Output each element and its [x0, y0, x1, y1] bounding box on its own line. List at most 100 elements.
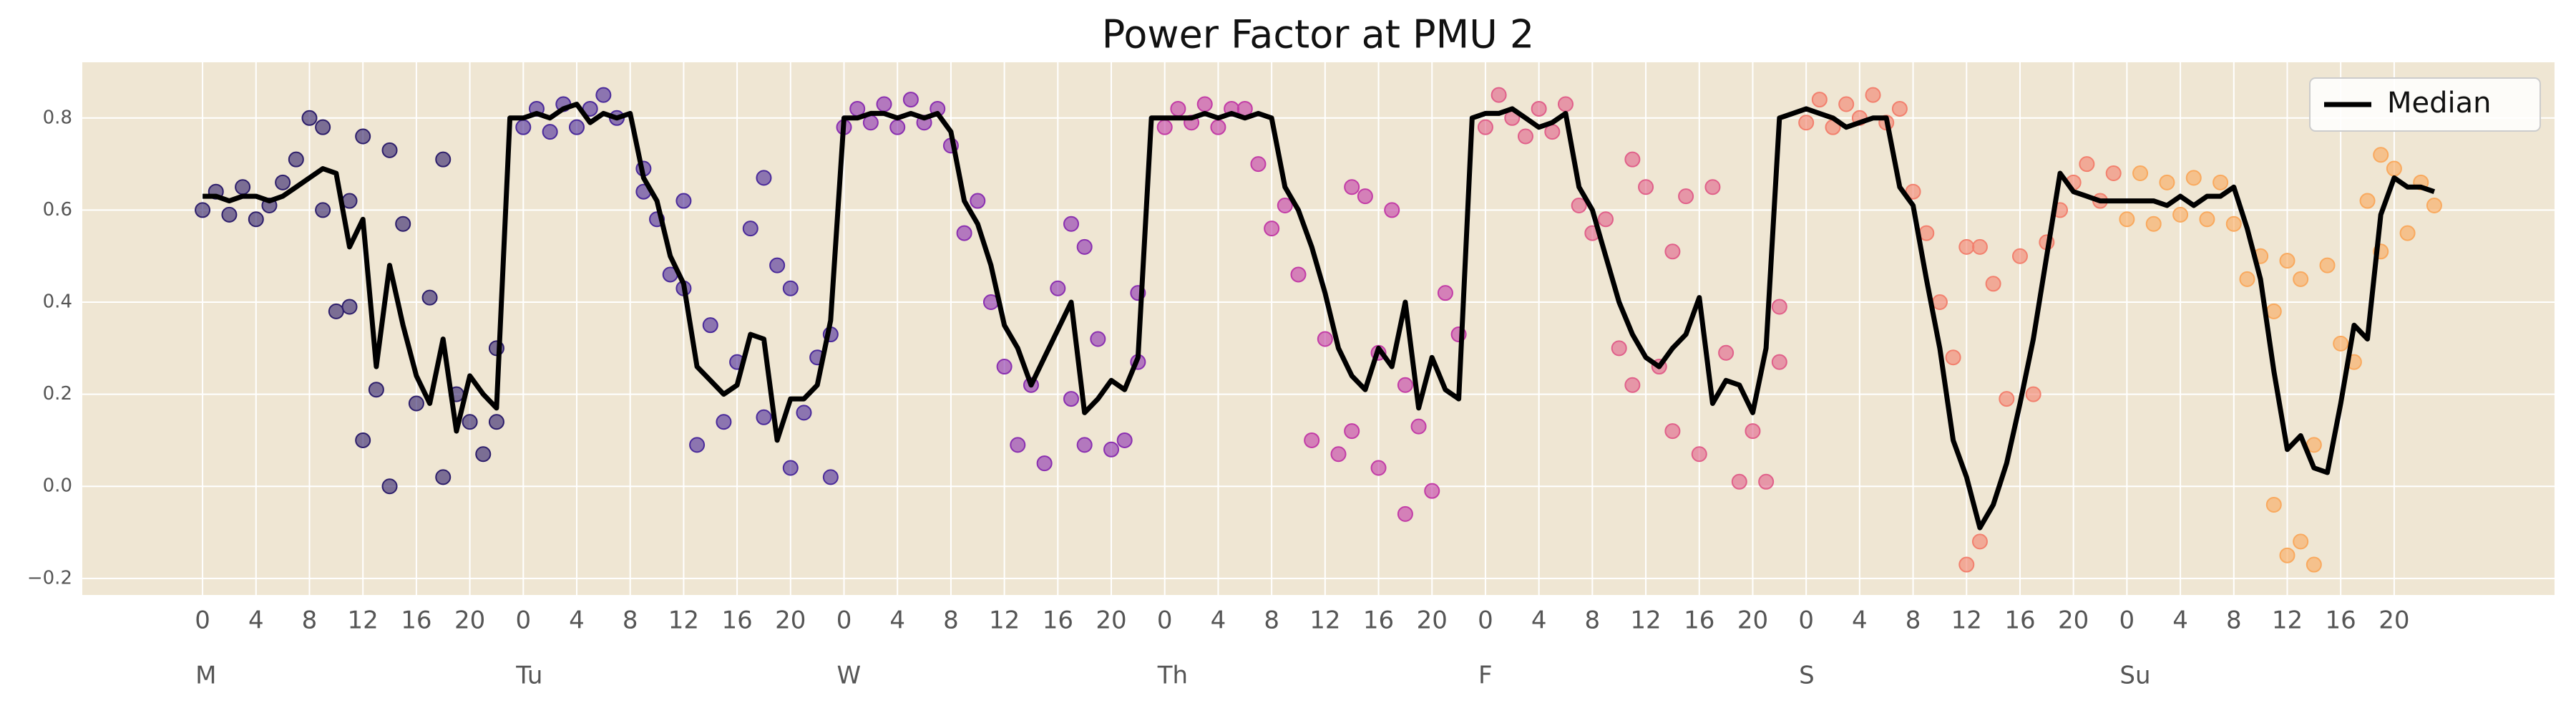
scatter-point — [1170, 100, 1186, 117]
x-tick-label: 16 — [2004, 606, 2035, 635]
scatter-point — [1999, 391, 2015, 407]
scatter-point — [1745, 423, 1761, 440]
scatter-point — [1063, 216, 1079, 232]
x-tick-label: 0 — [515, 606, 531, 635]
x-tick-label: 12 — [1309, 606, 1340, 635]
x-tick-label: 8 — [1264, 606, 1279, 635]
scatter-point — [1985, 276, 2001, 292]
scatter-point — [2132, 165, 2149, 181]
scatter-point — [1558, 96, 1574, 112]
x-tick-label: 16 — [401, 606, 431, 635]
scatter-point — [902, 92, 919, 108]
scatter-point — [1611, 340, 1627, 357]
scatter-point — [2172, 206, 2189, 223]
x-tick-label: 0 — [1478, 606, 1493, 635]
x-tick-label: 16 — [2326, 606, 2356, 635]
chart-title: Power Factor at PMU 2 — [1102, 12, 1535, 57]
x-tick-label: 12 — [1951, 606, 1982, 635]
scatter-point — [1571, 197, 1587, 213]
scatter-point — [1344, 423, 1360, 440]
scatter-point — [195, 202, 211, 218]
x-tick-label: 4 — [889, 606, 905, 635]
scatter-point — [782, 280, 799, 296]
scatter-point — [1330, 446, 1347, 463]
scatter-point — [1958, 556, 1975, 573]
y-tick-label: 0.2 — [43, 383, 72, 405]
scatter-point — [475, 446, 492, 463]
x-tick-label: 8 — [2226, 606, 2242, 635]
scatter-point — [2279, 253, 2296, 269]
x-tick-label: 20 — [1096, 606, 1126, 635]
scatter-point — [689, 437, 706, 453]
scatter-point — [1945, 349, 1961, 366]
scatter-point — [1477, 119, 1493, 135]
scatter-point — [1277, 197, 1293, 213]
scatter-point — [1971, 238, 1988, 255]
scatter-point — [1103, 441, 1120, 458]
scatter-point — [2199, 211, 2215, 228]
day-label: F — [1478, 662, 1493, 690]
scatter-point — [488, 414, 504, 430]
scatter-point — [2426, 197, 2442, 213]
scatter-point — [328, 303, 344, 319]
scatter-point — [368, 382, 384, 398]
scatter-point — [435, 469, 452, 485]
scatter-point — [1063, 391, 1079, 407]
x-tick-label: 4 — [2172, 606, 2188, 635]
scatter-point — [2212, 174, 2229, 190]
scatter-point — [421, 289, 438, 306]
scatter-point — [1771, 299, 1787, 315]
scatter-point — [515, 119, 532, 135]
scatter-point — [2011, 248, 2028, 264]
scatter-point — [1691, 446, 1707, 463]
scatter-point — [2399, 225, 2416, 241]
x-tick-label: 16 — [1043, 606, 1073, 635]
scatter-point — [1304, 432, 1320, 448]
scatter-point — [248, 211, 264, 228]
scatter-point — [2306, 556, 2322, 573]
scatter-point — [2293, 533, 2309, 550]
scatter-point — [1971, 533, 1988, 550]
day-label: Su — [2119, 662, 2150, 690]
scatter-point — [1811, 92, 1828, 108]
x-tick-label: 16 — [1684, 606, 1714, 635]
scatter-point — [1076, 437, 1093, 453]
scatter-point — [2293, 271, 2309, 287]
scatter-point — [956, 225, 972, 241]
scatter-point — [876, 96, 892, 112]
scatter-point — [569, 119, 585, 135]
x-tick-label: 20 — [775, 606, 806, 635]
y-tick-label: 0.6 — [43, 199, 72, 221]
scatter-point — [970, 193, 986, 209]
scatter-point — [1264, 221, 1280, 237]
scatter-point — [1517, 128, 1533, 145]
x-tick-label: 12 — [348, 606, 379, 635]
x-tick-label: 20 — [1417, 606, 1448, 635]
scatter-point — [408, 395, 424, 412]
y-tick-label: 0.8 — [43, 107, 72, 128]
y-tick-label: −0.2 — [27, 567, 72, 589]
x-tick-label: 16 — [721, 606, 752, 635]
scatter-point — [435, 151, 452, 168]
scatter-point — [702, 317, 718, 334]
scatter-point — [782, 460, 799, 476]
x-tick-label: 4 — [1852, 606, 1868, 635]
scatter-point — [1076, 238, 1093, 255]
scatter-point — [1210, 119, 1226, 135]
scatter-point — [2159, 174, 2175, 190]
scatter-point — [2119, 211, 2135, 228]
scatter-point — [1531, 100, 1547, 117]
scatter-point — [1664, 423, 1681, 440]
x-tick-label: 20 — [2379, 606, 2409, 635]
scatter-point — [1624, 377, 1641, 393]
scatter-point — [221, 206, 238, 223]
scatter-point — [1397, 377, 1413, 393]
scatter-point — [2333, 335, 2349, 352]
scatter-point — [301, 110, 318, 126]
scatter-point — [2265, 496, 2282, 513]
scatter-point — [2386, 160, 2402, 177]
scatter-point — [381, 142, 398, 158]
scatter-point — [2265, 303, 2282, 319]
scatter-point — [381, 478, 398, 495]
